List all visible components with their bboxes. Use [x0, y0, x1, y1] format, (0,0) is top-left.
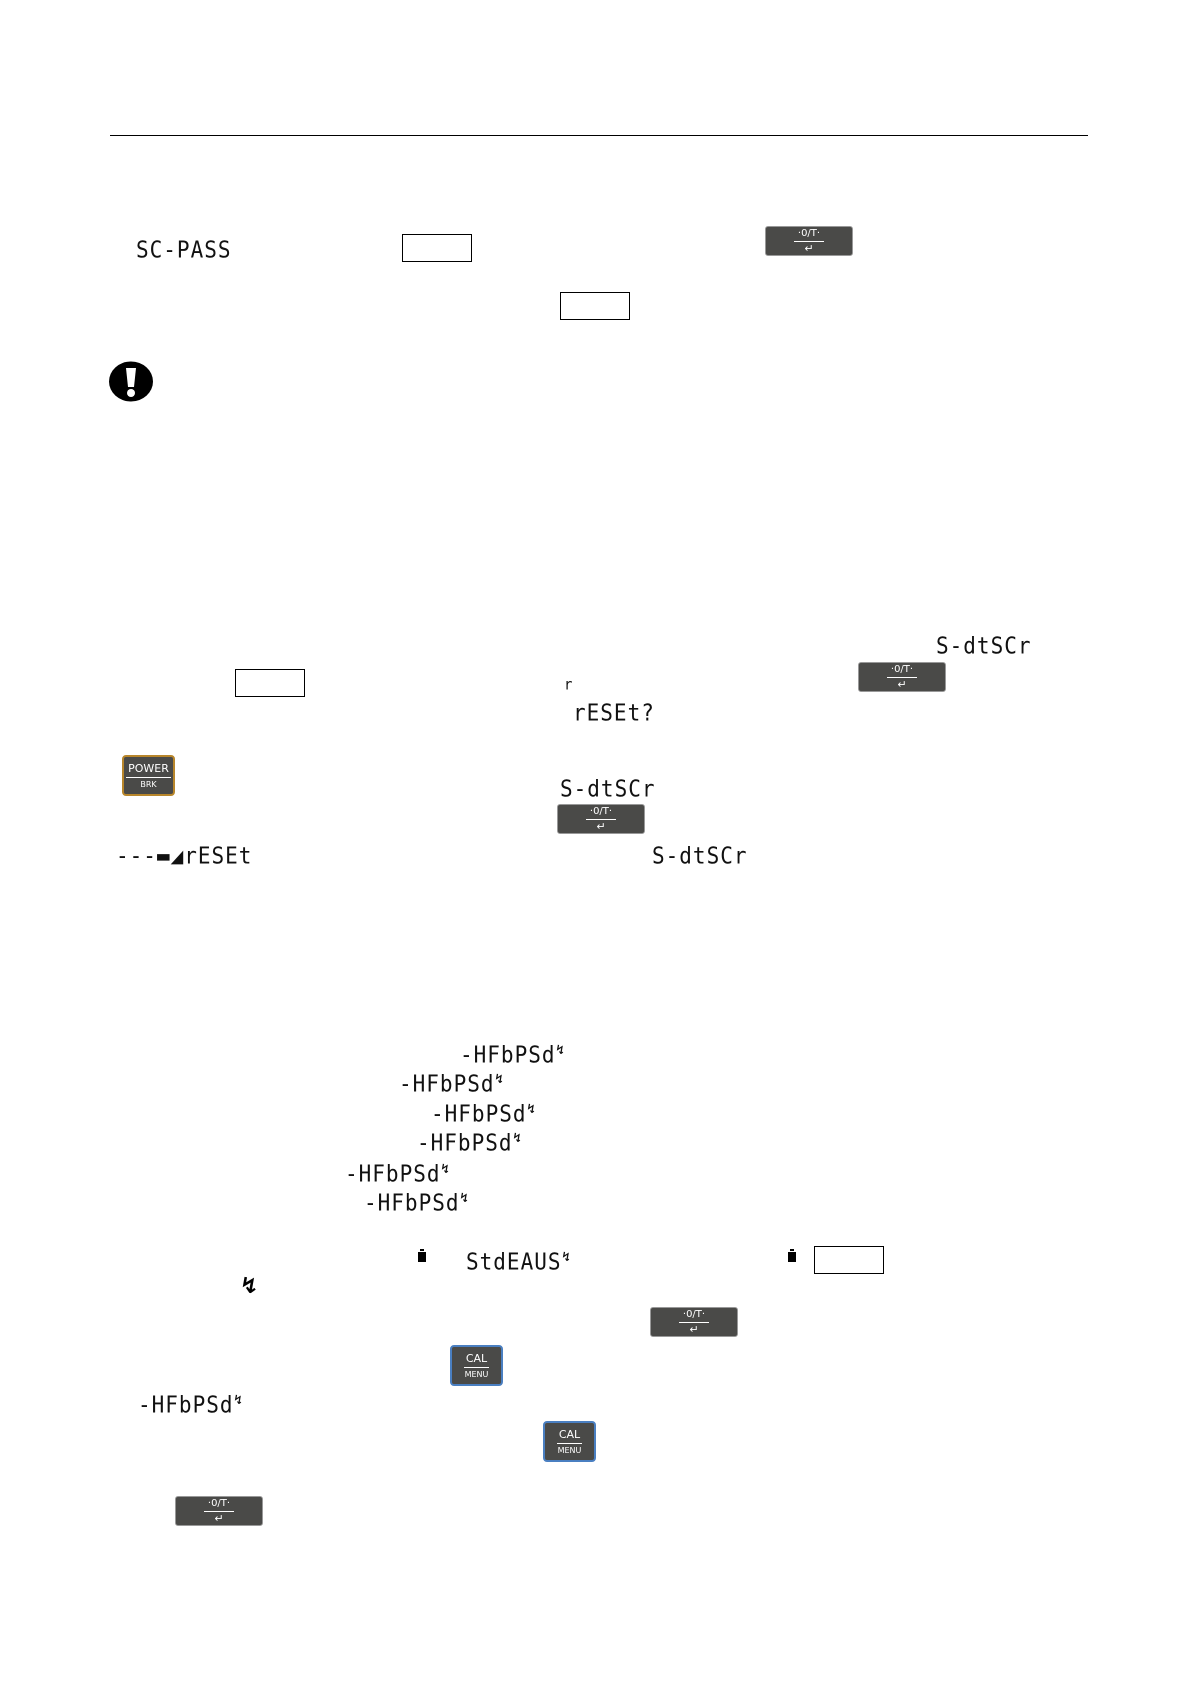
lcd-hfbpsd: -HFbPSd↯ [417, 1131, 522, 1155]
cal-menu-key: CAL MENU [543, 1421, 596, 1462]
lcd-hfbpsd: -HFbPSd↯ [460, 1043, 565, 1067]
zigzag-arrow-icon: ↯ [460, 1189, 469, 1206]
zero-tare-key: ·0/T· ↵ [650, 1307, 738, 1337]
weight-icon [418, 1249, 426, 1262]
zigzag-arrow-icon: ↯ [527, 1100, 536, 1117]
key-label: POWER [126, 763, 171, 778]
zero-tare-key: ·0/T· ↵ [858, 662, 946, 692]
lcd-hfbpsd: -HFbPSd↯ [364, 1191, 469, 1215]
lcd-s-dtscr: S-dtSCr [652, 842, 748, 870]
cal-menu-key: CAL MENU [450, 1345, 503, 1386]
lcd-hfbpsd: -HFbPSd↯ [345, 1162, 450, 1186]
enter-icon: ↵ [897, 677, 907, 691]
key-label: ·0/T· [678, 1309, 710, 1323]
lcd-text: -HFbPSd [138, 1391, 234, 1419]
key-label: ·0/T· [585, 806, 617, 820]
lcd-sc-pass: SC-PASS [136, 236, 232, 264]
blank-box [814, 1246, 884, 1274]
warning-exclamation-icon [109, 361, 153, 402]
lcd-text: -HFbPSd [364, 1189, 460, 1217]
power-brk-key: POWER BRK [122, 755, 175, 796]
lcd-text: StdEAUS [466, 1248, 562, 1276]
lcd-text: -HFbPSd [417, 1129, 513, 1157]
enter-icon: ↵ [214, 1511, 224, 1525]
dashes: --- [116, 842, 157, 870]
progress-arrow-icon: ▬◢ [156, 842, 185, 870]
lcd-text: -HFbPSd [431, 1100, 527, 1128]
lcd-r: r [564, 676, 574, 694]
key-sublabel: MENU [557, 1445, 582, 1455]
lcd-reset-sequence: ---▬◢rESEt [116, 842, 253, 870]
zigzag-arrow-icon: ↯ [556, 1041, 565, 1058]
key-label: CAL [556, 1429, 583, 1444]
zigzag-arrow-icon: ↯ [562, 1248, 571, 1265]
lcd-s-dtscr: S-dtSCr [936, 632, 1032, 660]
lcd-hfbpsd: -HFbPSd↯ [399, 1072, 504, 1096]
enter-icon: ↵ [804, 241, 814, 255]
key-sublabel: MENU [464, 1369, 489, 1379]
zigzag-arrow-icon: ↯ [513, 1129, 522, 1146]
zigzag-arrow-icon: ↯ [441, 1160, 450, 1177]
lcd-hfbpsd: -HFbPSd↯ [431, 1102, 536, 1126]
zigzag-arrow-icon: ↯ [234, 1391, 243, 1408]
zero-tare-key: ·0/T· ↵ [765, 226, 853, 256]
weight-icon [788, 1249, 796, 1262]
zero-tare-key: ·0/T· ↵ [557, 804, 645, 834]
blank-box [235, 669, 305, 697]
key-sublabel: BRK [140, 779, 157, 789]
blank-box [402, 234, 472, 262]
lcd-hfbpsd: -HFbPSd↯ [138, 1393, 243, 1417]
key-label: ·0/T· [793, 228, 825, 242]
header-rule [110, 135, 1088, 136]
key-label: ·0/T· [203, 1498, 235, 1512]
lcd-text: -HFbPSd [399, 1070, 495, 1098]
enter-icon: ↵ [689, 1322, 699, 1336]
zigzag-arrow-icon: ↯ [240, 1274, 259, 1299]
reset-text: rESEt [184, 842, 253, 870]
lcd-reset-question: rESEt? [573, 699, 655, 727]
key-label: CAL [463, 1353, 490, 1368]
lcd-s-dtscr: S-dtSCr [560, 775, 656, 803]
key-label: ·0/T· [886, 664, 918, 678]
zero-tare-key: ·0/T· ↵ [175, 1496, 263, 1526]
zigzag-arrow-icon: ↯ [495, 1070, 504, 1087]
lcd-stdeaus: StdEAUS↯ [466, 1250, 571, 1274]
lcd-text: -HFbPSd [345, 1160, 441, 1188]
blank-box [560, 292, 630, 320]
enter-icon: ↵ [596, 819, 606, 833]
lcd-text: -HFbPSd [460, 1041, 556, 1069]
